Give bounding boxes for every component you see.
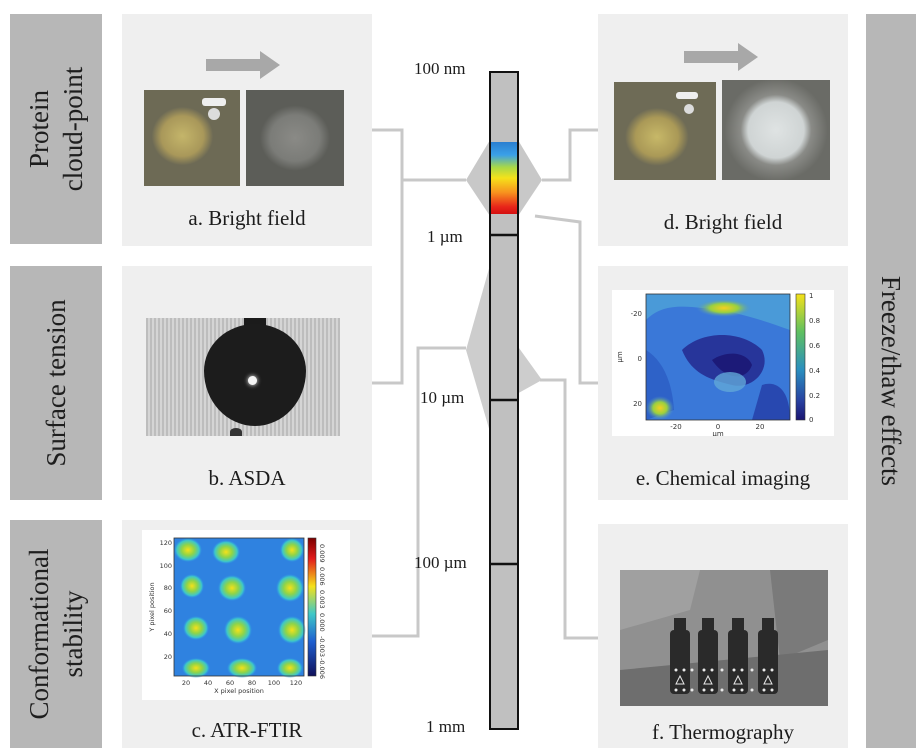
colorbar-tick-label: 0.006 [318, 567, 326, 586]
y-tick-label: 40 [164, 630, 172, 638]
scale-label: 1 µm [427, 227, 463, 246]
droplet-photo-before [144, 90, 240, 186]
scale-label: 100 nm [414, 59, 466, 78]
colorbar-tick-label: 0.8 [809, 317, 820, 325]
colorbar-tick-label: 0.2 [809, 392, 820, 400]
y-tick-label: 20 [164, 653, 172, 661]
connector-f [540, 378, 598, 640]
panel-caption: e. Chemical imaging [635, 466, 811, 490]
x-tick-label: 0 [716, 423, 720, 431]
thermography-image [620, 570, 828, 706]
panel-caption: a. Bright field [188, 206, 306, 230]
arrow-right-icon [684, 43, 758, 71]
droplet-photo-after [246, 90, 344, 186]
y-tick-label: 20 [633, 400, 642, 408]
scale-label: 1 mm [426, 717, 466, 736]
droplet-photo-after [722, 80, 830, 180]
connector-c [372, 346, 466, 638]
category-surface-tension: Surface tension [10, 266, 102, 500]
panel-caption: b. ASDA [208, 466, 286, 490]
colorbar-tick-label: 0.4 [809, 367, 821, 375]
panel-e: -20 0 20 -20 0 20 µm µm 1 0.8 0.6 0.4 0.… [598, 266, 848, 500]
scale-gradient [491, 142, 517, 214]
category-freeze-thaw: Freeze/thaw effects [866, 14, 916, 748]
y-axis-label: µm [616, 351, 624, 362]
panel-c: 120 100 80 60 40 20 20 40 60 80 100 120 … [122, 520, 372, 748]
x-axis-label: X pixel position [214, 687, 264, 695]
y-axis-label: Y pixel position [148, 582, 156, 632]
x-tick-label: 60 [226, 679, 234, 687]
x-tick-label: 100 [268, 679, 280, 687]
colorbar-tick-label: -0.006 [318, 658, 326, 679]
x-tick-label: 120 [290, 679, 302, 687]
panel-f: f. Thermography [598, 524, 848, 748]
x-axis-label: µm [712, 430, 723, 436]
panel-a: a. Bright field [122, 14, 372, 246]
colorbar-tick-label: 0.003 [318, 590, 326, 609]
x-tick-label: 20 [756, 423, 765, 431]
scale-label: 100 µm [414, 553, 467, 572]
x-tick-label: -20 [670, 423, 681, 431]
connector-d [542, 128, 598, 182]
colorbar-tick-label: -0.003 [318, 636, 326, 657]
panel-b: b. ASDA [122, 266, 372, 500]
atr-ftir-heatmap: 120 100 80 60 40 20 20 40 60 80 100 120 … [142, 530, 350, 700]
category-protein-cloud-point: Protein cloud-point [10, 14, 102, 244]
scale-label: 10 µm [420, 388, 465, 407]
y-tick-label: 120 [160, 539, 172, 547]
connector-e [534, 214, 598, 385]
y-tick-label: 80 [164, 584, 172, 592]
connector-a [372, 128, 466, 182]
x-tick-label: 20 [182, 679, 190, 687]
pendant-drop-image [146, 318, 340, 436]
colorbar-tick-label: 0 [809, 416, 813, 424]
x-tick-label: 80 [248, 679, 256, 687]
panel-d: d. Bright field [598, 14, 848, 246]
y-tick-label: 60 [164, 607, 172, 615]
panel-caption: d. Bright field [663, 210, 783, 234]
arrow-right-icon [206, 51, 280, 79]
x-tick-label: 40 [204, 679, 212, 687]
droplet-photo-before [614, 82, 716, 180]
y-tick-label: 0 [638, 355, 642, 363]
category-conformational-stability: Conformational stability [10, 520, 102, 748]
connector-b [372, 180, 404, 385]
colorbar-tick-label: 1 [809, 292, 813, 300]
chemical-imaging-heatmap: -20 0 20 -20 0 20 µm µm 1 0.8 0.6 0.4 0.… [612, 290, 834, 436]
y-tick-label: -20 [631, 310, 642, 318]
colorbar-tick-label: 0.000 [318, 613, 326, 632]
colorbar-tick-label: 0.009 [318, 544, 326, 563]
panel-caption: c. ATR-FTIR [191, 718, 303, 742]
y-tick-label: 100 [160, 562, 172, 570]
panel-caption: f. Thermography [652, 720, 794, 744]
colorbar-tick-label: 0.6 [809, 342, 821, 350]
